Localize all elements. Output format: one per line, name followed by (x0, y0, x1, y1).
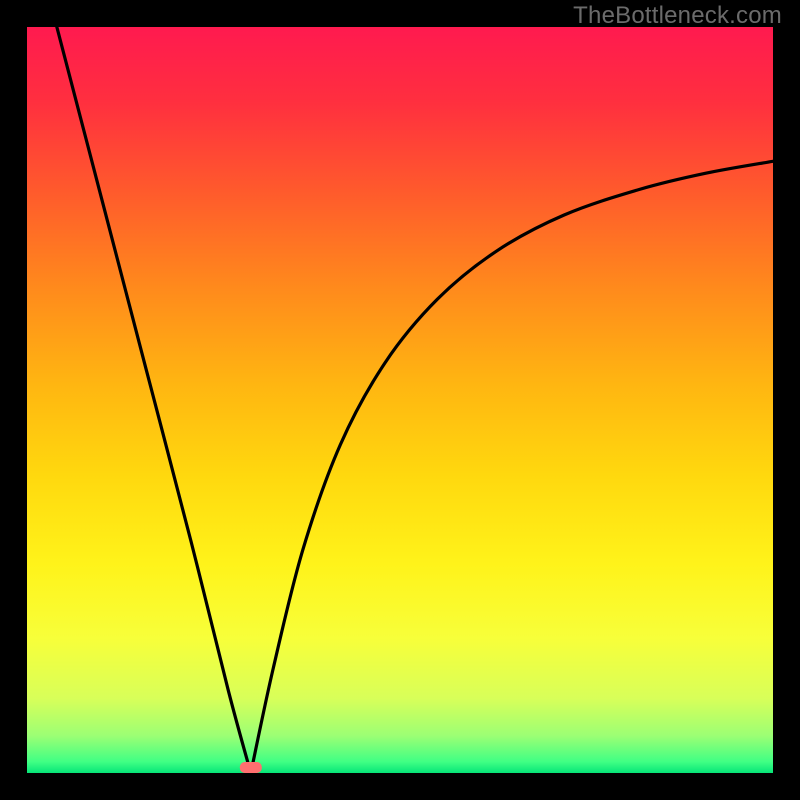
optimum-marker (240, 762, 262, 773)
plot-border (25, 25, 775, 775)
chart-frame: TheBottleneck.com (0, 0, 800, 800)
curve-left-branch (57, 27, 251, 773)
curve-right-branch (251, 161, 773, 773)
plot-area (27, 27, 773, 773)
bottleneck-curve (27, 27, 773, 773)
